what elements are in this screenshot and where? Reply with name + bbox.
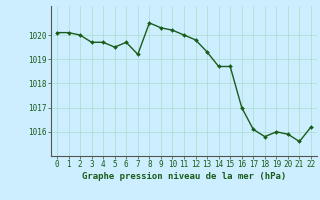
X-axis label: Graphe pression niveau de la mer (hPa): Graphe pression niveau de la mer (hPa) xyxy=(82,172,286,181)
